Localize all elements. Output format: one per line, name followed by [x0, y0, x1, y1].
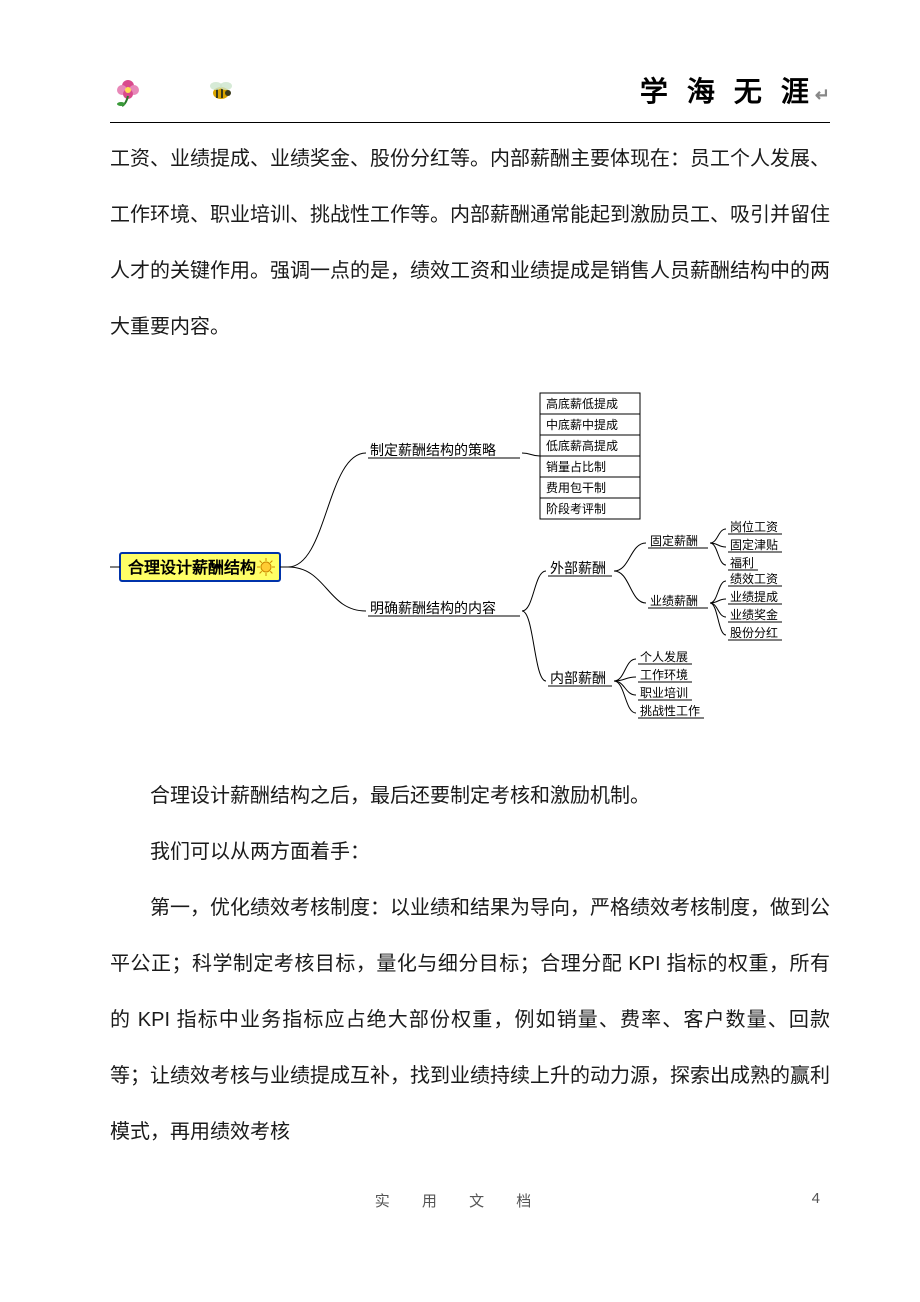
- svg-text:固定薪酬: 固定薪酬: [650, 533, 698, 548]
- svg-text:阶段考评制: 阶段考评制: [546, 501, 606, 516]
- bee-icon: [206, 78, 236, 102]
- header-icons: [110, 72, 236, 108]
- page-brush-title: 学 海 无 涯↵: [640, 70, 830, 110]
- svg-text:制定薪酬结构的策略: 制定薪酬结构的策略: [370, 442, 496, 459]
- page-header: 学 海 无 涯↵: [110, 70, 830, 110]
- svg-text:销量占比制: 销量占比制: [546, 459, 606, 474]
- svg-text:低底薪高提成: 低底薪高提成: [546, 438, 618, 453]
- paragraph-1: 工资、业绩提成、业绩奖金、股份分红等。内部薪酬主要体现在：员工个人发展、工作环境…: [110, 131, 830, 355]
- svg-text:合理设计薪酬结构: 合理设计薪酬结构: [128, 558, 256, 577]
- paragraph-4: 第一，优化绩效考核制度：以业绩和结果为导向，严格绩效考核制度，做到公平公正；科学…: [110, 880, 830, 1160]
- svg-text:费用包干制: 费用包干制: [546, 481, 606, 495]
- flower-icon: [110, 72, 146, 108]
- svg-text:业绩提成: 业绩提成: [730, 589, 778, 604]
- svg-text:绩效工资: 绩效工资: [730, 571, 778, 586]
- svg-text:工作环境: 工作环境: [640, 667, 688, 682]
- header-rule: [110, 122, 830, 123]
- title-arrow: ↵: [815, 85, 830, 105]
- svg-text:内部薪酬: 内部薪酬: [550, 671, 606, 687]
- svg-text:中底薪中提成: 中底薪中提成: [546, 417, 618, 432]
- title-text: 学 海 无 涯: [640, 77, 815, 108]
- svg-text:固定津贴: 固定津贴: [730, 537, 778, 552]
- svg-text:业绩薪酬: 业绩薪酬: [650, 594, 698, 608]
- svg-text:挑战性工作: 挑战性工作: [640, 704, 700, 718]
- diagram-svg: 合理设计薪酬结构 制定薪酬结构的策略 高底薪低提成中底薪中提成低底薪高提成销量占比制…: [110, 383, 830, 733]
- svg-text:职业培训: 职业培训: [640, 685, 688, 700]
- svg-text:福利: 福利: [730, 555, 754, 570]
- paragraph-3: 我们可以从两方面着手：: [110, 824, 830, 880]
- svg-text:股份分红: 股份分红: [730, 625, 778, 640]
- page-number: 4: [812, 1190, 820, 1207]
- svg-text:高底薪低提成: 高底薪低提成: [546, 396, 618, 411]
- compensation-structure-diagram: 合理设计薪酬结构 制定薪酬结构的策略 高底薪低提成中底薪中提成低底薪高提成销量占比制…: [110, 383, 830, 738]
- page-footer: 实 用 文 档 4: [0, 1190, 920, 1211]
- svg-text:明确薪酬结构的内容: 明确薪酬结构的内容: [370, 600, 496, 617]
- paragraph-2: 合理设计薪酬结构之后，最后还要制定考核和激励机制。: [110, 768, 830, 824]
- svg-text:外部薪酬: 外部薪酬: [550, 561, 606, 577]
- footer-label: 实 用 文 档: [375, 1193, 546, 1210]
- svg-text:岗位工资: 岗位工资: [730, 519, 778, 534]
- svg-text:个人发展: 个人发展: [640, 649, 688, 664]
- svg-text:业绩奖金: 业绩奖金: [730, 607, 778, 622]
